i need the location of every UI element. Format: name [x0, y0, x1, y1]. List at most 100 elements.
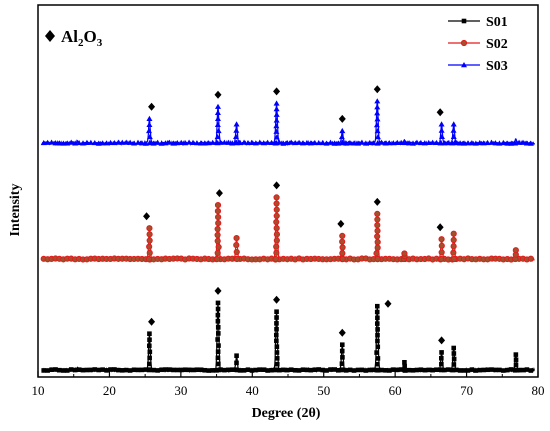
series-point [520, 367, 526, 373]
peak-point [146, 115, 153, 121]
series-point [468, 140, 475, 146]
series-point [489, 367, 494, 372]
phase-diamond-marker [338, 328, 346, 337]
peak-point [402, 360, 407, 365]
series-point [500, 139, 507, 146]
peak-point [374, 309, 380, 315]
series-point [53, 367, 58, 372]
legend-marker [461, 62, 467, 68]
peak-point [273, 140, 280, 146]
series-point [501, 368, 506, 373]
series-point [104, 368, 109, 373]
series-point [366, 139, 373, 146]
series-point [178, 139, 185, 145]
series-point [358, 139, 365, 145]
peak-point [438, 242, 445, 249]
peak-point [273, 218, 280, 226]
series-point [197, 140, 204, 146]
series-point [61, 368, 66, 373]
peak-point [273, 200, 280, 207]
peak-point [339, 238, 346, 245]
series-layer [40, 98, 535, 374]
series-point [123, 367, 129, 373]
series-point [68, 367, 74, 372]
series-point [379, 367, 384, 373]
phase-diamond-marker [438, 336, 446, 345]
series-point [178, 367, 184, 373]
series-point [410, 368, 416, 373]
series-point [433, 139, 440, 146]
series-point [225, 139, 232, 145]
peak-point [451, 345, 457, 351]
series-markers-s01 [41, 300, 534, 373]
series-point [327, 139, 334, 145]
peak-point [214, 231, 221, 239]
series-point [56, 140, 63, 146]
series-point [484, 139, 491, 146]
peak-point [438, 133, 445, 139]
peak-point [450, 121, 457, 127]
series-point [402, 139, 409, 146]
peak-point [214, 140, 221, 146]
legend-marker [460, 39, 468, 47]
peak-point [146, 243, 153, 250]
peak-point [451, 356, 457, 362]
peak-point [273, 128, 280, 134]
series-line-s01 [41, 303, 535, 374]
series-point [135, 367, 141, 373]
phase-diamond-marker [384, 299, 392, 308]
series-point [359, 367, 365, 373]
series-point [221, 139, 228, 145]
peak-s01-52.6 [339, 342, 345, 373]
peak-point [375, 361, 380, 367]
peak-s02-52.6 [339, 232, 346, 263]
phase-diamond-marker [273, 181, 281, 190]
series-point [206, 368, 212, 373]
peak-point [216, 361, 221, 367]
phase-diamond-marker [214, 286, 222, 295]
peak-s01-61.3 [402, 360, 407, 373]
peak-point [450, 255, 458, 263]
series-point [422, 367, 428, 373]
series-point [261, 367, 267, 372]
peak-point [147, 343, 152, 349]
peak-s01-68.2 [450, 345, 457, 373]
series-point [48, 139, 55, 145]
peak-point [374, 216, 381, 223]
peak-point [234, 353, 239, 358]
peak-point [374, 238, 381, 246]
series-point [288, 139, 295, 145]
peak-s02-68.2 [450, 230, 458, 263]
series-point [398, 367, 404, 372]
series-point [159, 367, 164, 373]
peak-point [512, 247, 519, 254]
peak-point [214, 207, 222, 215]
series-point [394, 139, 401, 145]
series-point [386, 140, 393, 146]
peak-point [438, 236, 445, 243]
series-point [457, 140, 464, 146]
legend-entry-s01: S01 [448, 15, 508, 30]
peak-point [273, 237, 280, 244]
phase-diamond-marker [373, 85, 381, 94]
peak-point [147, 361, 152, 367]
legend: S01 S02 S03 [448, 15, 508, 74]
peak-s03-52.6 [338, 127, 346, 146]
series-point [453, 367, 459, 373]
series-point [167, 367, 172, 372]
peak-point [273, 243, 280, 250]
series-point [45, 368, 50, 373]
peak-point [438, 127, 445, 133]
series-point [158, 140, 165, 146]
phase-diamond-marker [338, 114, 346, 123]
series-point [99, 140, 106, 146]
series-point [60, 140, 67, 146]
series-point [493, 367, 498, 373]
series-point [139, 367, 145, 373]
series-point [249, 368, 255, 373]
series-point [371, 367, 377, 373]
peak-point [273, 249, 280, 256]
peak-point [147, 331, 152, 336]
series-point [222, 367, 227, 373]
series-point [524, 367, 530, 372]
